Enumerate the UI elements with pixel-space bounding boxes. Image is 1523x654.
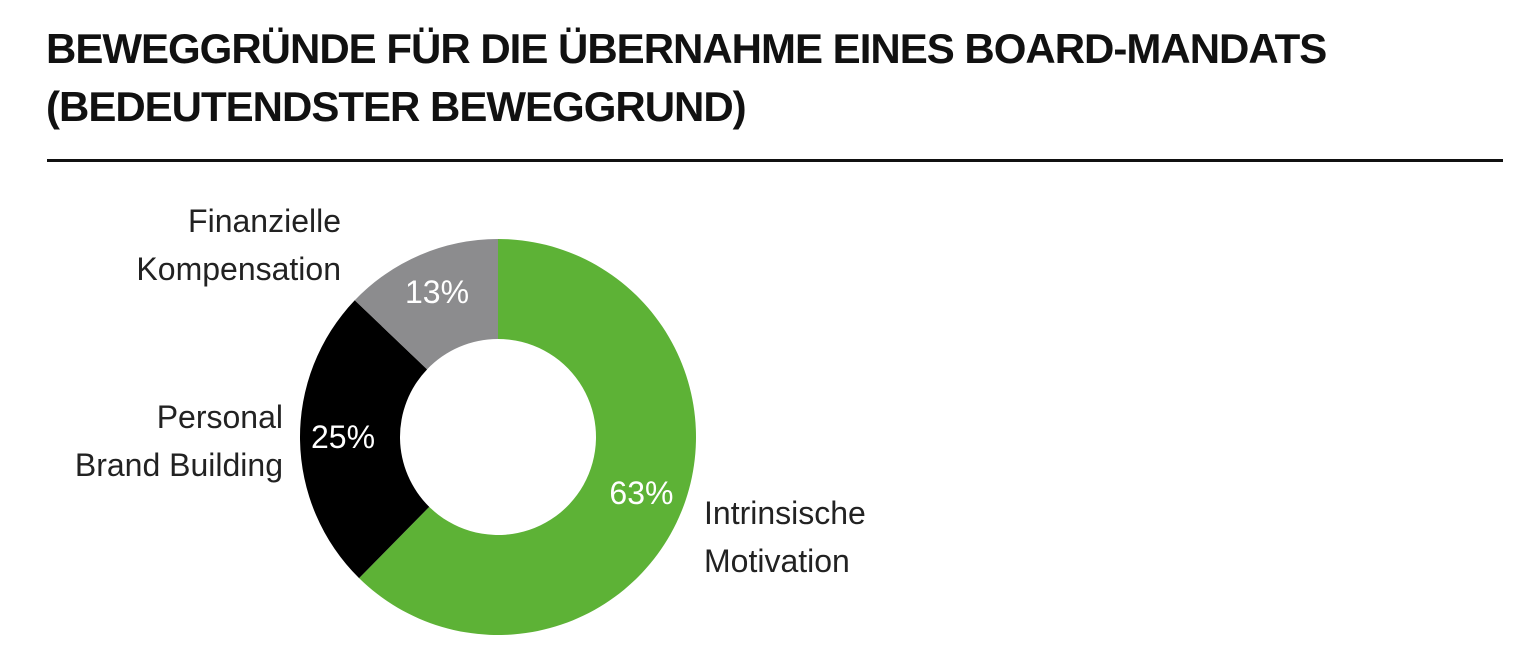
value-label: 25% [311, 419, 375, 455]
value-label: 13% [405, 274, 469, 310]
donut-slice [300, 300, 430, 579]
category-label: Personal Brand Building [75, 399, 283, 483]
title-rule [47, 159, 1503, 162]
category-label: Finanzielle Kompensation [136, 203, 341, 287]
chart-title: BEWEGGRÜNDE FÜR DIE ÜBERNAHME EINES BOAR… [46, 25, 1327, 130]
value-label: 63% [609, 475, 673, 511]
donut-slice [359, 239, 697, 635]
donut-slice [354, 239, 498, 370]
category-label: Intrinsische Motivation [704, 495, 866, 579]
